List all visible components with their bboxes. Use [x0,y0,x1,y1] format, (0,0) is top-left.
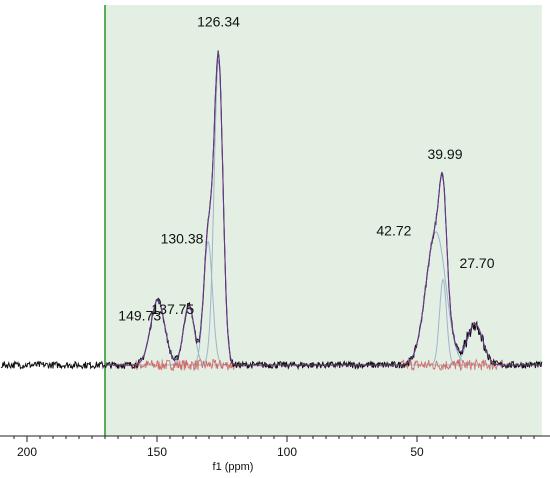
highlight-region-fill [105,5,542,436]
highlight-region [104,5,542,436]
peak-label-4: 39.99 [427,146,462,162]
peak-label-2: 137.75 [151,301,194,317]
x-axis-title: f1 (ppm) [213,461,254,473]
peak-label-5: 42.72 [376,223,411,239]
fit-envelope [105,50,542,366]
x-tick-label: 200 [17,445,37,459]
x-tick-label: 100 [277,445,297,459]
peak-label-1: 130.38 [161,231,204,247]
x-tick-label: 50 [410,445,424,459]
peak-label-3: 149.73 [118,307,161,323]
x-axis: 200 150 100 50 [0,435,550,459]
peak-label-6: 27.70 [459,255,494,271]
fit-line [105,50,542,366]
x-tick-label: 150 [147,445,167,459]
peak-label-0: 126.34 [197,14,240,30]
